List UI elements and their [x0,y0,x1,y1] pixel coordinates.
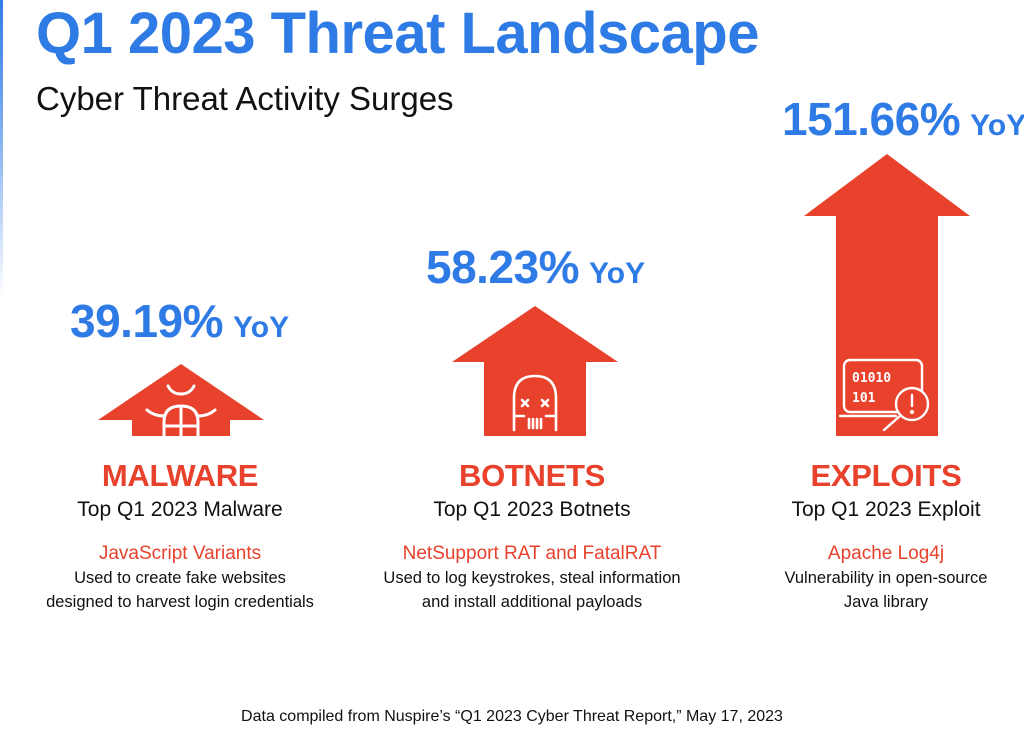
exploits-arrow: 01010 101 [804,154,970,436]
botnets-arrow [452,306,618,436]
page-subtitle: Cyber Threat Activity Surges [36,80,454,117]
botnets-item: NetSupport RAT and FatalRAT [402,543,662,564]
exploits-pct-value: 151.66% [782,93,961,145]
botnets-yoy-label: YoY [589,257,646,290]
binary-row-2: 101 [852,391,876,406]
malware-yoy-label: YoY [233,311,290,344]
botnets-pct-value: 58.23% [426,241,580,293]
malware-percentage: 39.19% YoY [70,294,289,348]
binary-laptop-alert-icon [838,358,930,432]
exploits-arrow-shape [804,154,970,436]
malware-category: MALWARE [101,458,259,493]
malware-pct-value: 39.19% [70,295,224,347]
botnets-details: BOTNETS Top Q1 2023 Botnets NetSupport R… [362,458,702,613]
malware-desc-line1: Used to create fake websites [74,569,286,587]
source-footnote: Data compiled from Nuspire’s “Q1 2023 Cy… [241,708,783,725]
botnets-arrow-shape [452,306,618,436]
binary-row-1: 01010 [852,371,891,386]
botnets-category: BOTNETS [458,458,605,493]
malware-arrow [98,364,264,436]
botnets-percentage: 58.23% YoY [426,240,645,294]
bug-icon [145,384,217,436]
malware-arrow-shape [98,364,264,436]
malware-item: JavaScript Variants [98,543,262,564]
botnets-desc-line1: Used to log keystrokes, steal informatio… [383,569,681,587]
botnets-top-label: Top Q1 2023 Botnets [433,498,631,521]
exploits-category: EXPLOITS [810,458,962,493]
left-accent-bar [0,0,3,300]
exploits-item: Apache Log4j [827,543,945,564]
botnets-desc-line2: and install additional payloads [421,593,643,611]
exploits-desc-line1: Vulnerability in open-source [784,569,988,587]
robot-skull-icon [512,374,558,432]
malware-details: MALWARE Top Q1 2023 Malware JavaScript V… [10,458,350,613]
page-title: Q1 2023 Threat Landscape [36,1,760,66]
exploits-top-label: Top Q1 2023 Exploit [791,498,981,521]
exploits-desc-line2: Java library [843,593,929,611]
exploits-details: EXPLOITS Top Q1 2023 Exploit Apache Log4… [716,458,1024,613]
exploits-percentage: 151.66% YoY [782,92,1024,146]
alert-dot [910,410,914,414]
exploits-yoy-label: YoY [970,109,1024,142]
malware-top-label: Top Q1 2023 Malware [77,498,283,521]
malware-desc-line2: designed to harvest login credentials [46,593,314,611]
